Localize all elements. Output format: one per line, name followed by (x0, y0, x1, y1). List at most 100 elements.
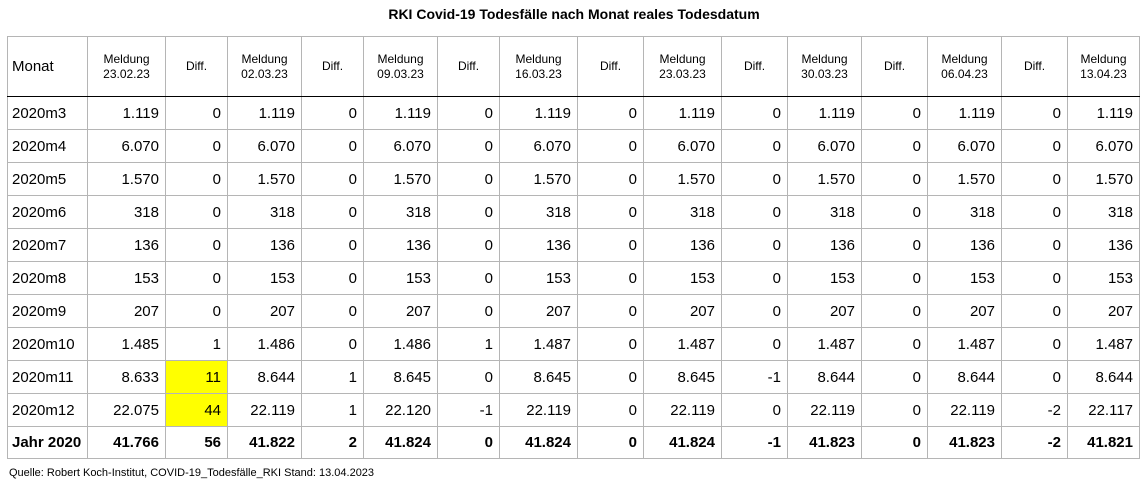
value-cell: 8.644 (227, 360, 302, 394)
value-cell: 0 (721, 162, 788, 196)
table-row: 2020m4 6.070 0 6.070 0 6.070 0 6.070 0 6.070 0 6.07… (7, 129, 1140, 163)
column-header: Meldung 30.03.23 (787, 36, 862, 97)
value-cell: 153 (927, 261, 1002, 295)
value-cell: 1.570 (227, 162, 302, 196)
value-cell: 0 (861, 393, 928, 427)
month-cell: 2020m5 (7, 162, 88, 196)
table-row: 2020m11 8.633 11 8.644 1 8.645 0 8.645 0 8.645 -1 8… (7, 360, 1140, 394)
total-cell: 41.766 (87, 426, 166, 459)
header-row: Monat Meldung 23.02.23 Diff. Meldung 02.03… (7, 36, 1140, 97)
value-cell: 318 (499, 195, 578, 229)
value-cell: 22.075 (87, 393, 166, 427)
value-cell: 0 (861, 129, 928, 163)
value-cell: 0 (721, 129, 788, 163)
value-cell: 153 (643, 261, 722, 295)
value-cell: 0 (301, 261, 364, 295)
value-cell: 0 (165, 96, 228, 130)
value-cell: 22.120 (363, 393, 438, 427)
value-cell: 1.486 (227, 327, 302, 361)
value-cell: 0 (437, 360, 500, 394)
value-cell: 207 (227, 294, 302, 328)
value-cell: 136 (363, 228, 438, 262)
value-cell: 153 (87, 261, 166, 295)
value-cell: 6.070 (927, 129, 1002, 163)
value-cell: 1.119 (227, 96, 302, 130)
value-cell: 0 (165, 195, 228, 229)
value-cell: 0 (577, 360, 644, 394)
value-cell: 1.570 (363, 162, 438, 196)
value-cell: 0 (861, 261, 928, 295)
month-cell: 2020m7 (7, 228, 88, 262)
value-cell: 6.070 (87, 129, 166, 163)
value-cell: 22.119 (927, 393, 1002, 427)
value-cell: 153 (787, 261, 862, 295)
value-cell: 22.119 (499, 393, 578, 427)
value-cell: 153 (1067, 261, 1140, 295)
table-row: 2020m6 318 0 318 0 318 0 318 0 318 0 318 0 318 0 318 (7, 195, 1140, 229)
value-cell: 207 (643, 294, 722, 328)
value-cell: 8.645 (499, 360, 578, 394)
value-cell: 0 (1001, 129, 1068, 163)
value-cell: 0 (577, 129, 644, 163)
month-cell: 2020m12 (7, 393, 88, 427)
column-header: Diff. (165, 36, 228, 97)
value-cell: 0 (577, 393, 644, 427)
value-cell: 1 (165, 327, 228, 361)
value-cell: 0 (861, 360, 928, 394)
value-cell: 318 (927, 195, 1002, 229)
value-cell: 0 (721, 228, 788, 262)
value-cell: 136 (227, 228, 302, 262)
total-cell: 0 (437, 426, 500, 459)
value-cell: 207 (87, 294, 166, 328)
value-cell: 1 (437, 327, 500, 361)
value-cell: 1.570 (927, 162, 1002, 196)
value-cell: 0 (577, 228, 644, 262)
value-cell: 153 (499, 261, 578, 295)
total-cell: 41.824 (363, 426, 438, 459)
value-cell: 136 (927, 228, 1002, 262)
column-header: Diff. (437, 36, 500, 97)
value-cell: 0 (301, 96, 364, 130)
value-cell: 1.119 (499, 96, 578, 130)
value-cell: 0 (1001, 360, 1068, 394)
column-header: Meldung 13.04.23 (1067, 36, 1140, 97)
value-cell: 0 (301, 228, 364, 262)
value-cell: 0 (861, 195, 928, 229)
value-cell: 1 (301, 393, 364, 427)
total-cell: 41.823 (787, 426, 862, 459)
column-header: Meldung 23.03.23 (643, 36, 722, 97)
column-header: Meldung 23.02.23 (87, 36, 166, 97)
value-cell: 1.570 (787, 162, 862, 196)
value-cell: 0 (577, 261, 644, 295)
column-header: Meldung 02.03.23 (227, 36, 302, 97)
value-cell: 1.119 (787, 96, 862, 130)
value-cell: 6.070 (363, 129, 438, 163)
value-cell: 1.570 (643, 162, 722, 196)
value-cell: 1.485 (87, 327, 166, 361)
value-cell: 0 (577, 294, 644, 328)
value-cell: 0 (861, 294, 928, 328)
value-cell: 318 (787, 195, 862, 229)
month-cell: 2020m6 (7, 195, 88, 229)
value-cell: 1.119 (1067, 96, 1140, 130)
value-cell: 11 (165, 360, 228, 394)
value-cell: -1 (437, 393, 500, 427)
total-cell: 0 (577, 426, 644, 459)
column-header-monat: Monat (7, 36, 88, 97)
value-cell: 0 (165, 294, 228, 328)
value-cell: 8.633 (87, 360, 166, 394)
deaths-table: Monat Meldung 23.02.23 Diff. Meldung 02.03… (7, 36, 1140, 459)
value-cell: 0 (437, 261, 500, 295)
value-cell: 22.119 (227, 393, 302, 427)
value-cell: 0 (301, 129, 364, 163)
month-cell: 2020m10 (7, 327, 88, 361)
value-cell: 8.645 (643, 360, 722, 394)
month-cell: 2020m3 (7, 96, 88, 130)
value-cell: 8.644 (927, 360, 1002, 394)
month-cell: 2020m11 (7, 360, 88, 394)
value-cell: -2 (1001, 393, 1068, 427)
value-cell: 0 (721, 96, 788, 130)
value-cell: 0 (861, 162, 928, 196)
value-cell: 1.486 (363, 327, 438, 361)
value-cell: 0 (721, 393, 788, 427)
